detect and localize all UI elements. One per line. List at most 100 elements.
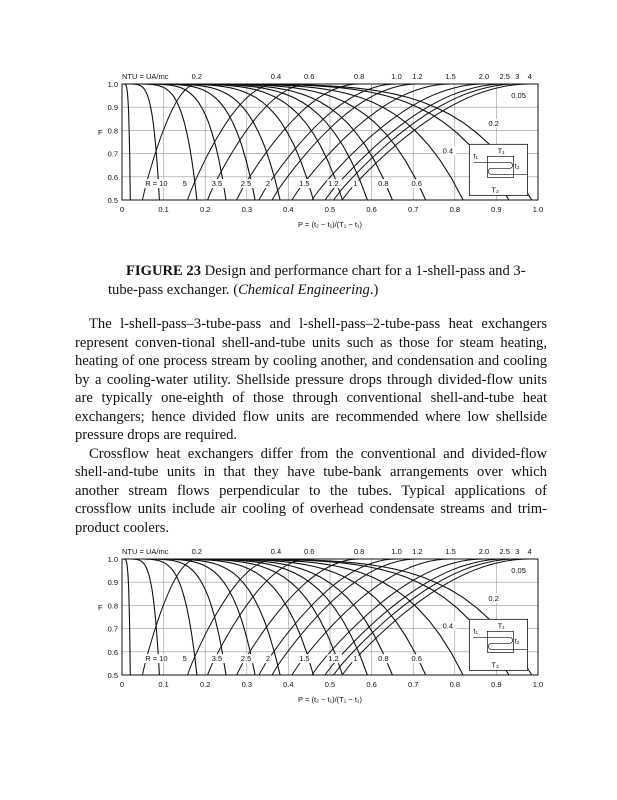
r-label: 2.5 xyxy=(241,179,251,188)
ntu-title: NTU = UA/mc xyxy=(122,547,169,556)
r-label-bg xyxy=(298,654,314,664)
y-tick-label: 0.5 xyxy=(108,671,118,680)
x-tick-label: 0.3 xyxy=(242,205,252,214)
r-label-bg xyxy=(352,654,359,664)
figure-chart-top: 0 0.1 0.2 0.3 0.4 0.5 0.6 0.7 0.8 0.9 1.0 1.0 0.9 0.8… xyxy=(98,72,543,229)
ntu-curve xyxy=(271,83,418,201)
r-label: 0.6 xyxy=(411,179,421,188)
figure-chart-bottom: 0 0.1 0.2 0.3 0.4 0.5 0.6 0.7 0.8 0.9 1.0 1.0 0.9 0.8… xyxy=(98,547,543,704)
r-label: 2 xyxy=(266,179,270,188)
y-tick-label: 0.8 xyxy=(108,126,118,135)
r-label-bg xyxy=(239,654,255,664)
r-curve xyxy=(122,83,131,201)
tube-pass-icon xyxy=(473,636,528,650)
figure-label: FIGURE 23 xyxy=(126,263,201,279)
r-label-bg xyxy=(327,654,343,664)
x-tick-label: 0.6 xyxy=(366,680,376,689)
r-label-bg xyxy=(510,565,530,575)
r-label-bg xyxy=(487,118,503,128)
tube-pass-icon xyxy=(473,161,528,175)
x-tick-label: 0.6 xyxy=(366,205,376,214)
r-label: 5 xyxy=(183,654,187,663)
r-label: 3.5 xyxy=(212,654,222,663)
y-tick-label: 0.6 xyxy=(108,173,118,182)
ntu-label: 1.0 xyxy=(391,547,401,556)
ntu-label: 4 xyxy=(528,547,532,556)
r-curve xyxy=(122,83,510,201)
x-tick-label: 0.1 xyxy=(158,680,168,689)
ntu-label: 1.0 xyxy=(391,72,401,81)
r-label-bg xyxy=(298,179,314,189)
r-label-bg xyxy=(441,621,457,631)
r-label-bg xyxy=(144,654,172,664)
x-tick-label: 0.4 xyxy=(283,205,293,214)
x-tick-label: 1.0 xyxy=(533,680,543,689)
r-label-bg xyxy=(144,179,172,189)
ntu-curve xyxy=(258,558,397,676)
r-label: 2.5 xyxy=(241,654,251,663)
ntu-curve xyxy=(311,558,484,676)
r-label: 2 xyxy=(266,654,270,663)
x-tick-label: 0 xyxy=(120,680,124,689)
caption-source: Chemical Engineering xyxy=(238,282,370,298)
ntu-label: 1.2 xyxy=(412,72,422,81)
y-tick-label: 0.7 xyxy=(108,150,118,159)
ntu-label: 1.5 xyxy=(445,72,455,81)
r-label-bg xyxy=(264,179,272,189)
r-label-bg xyxy=(377,654,393,664)
ntu-curve xyxy=(291,558,451,676)
ntu-label: 0.2 xyxy=(192,72,202,81)
exchanger-inset xyxy=(468,143,528,196)
shell-icon xyxy=(487,155,514,178)
ntu-label: 1.5 xyxy=(445,547,455,556)
y-axis-label: F xyxy=(98,128,103,137)
ntu-curve xyxy=(333,83,518,201)
r-label-bg xyxy=(181,179,188,189)
ntu-curve xyxy=(258,83,397,201)
ntu-curve xyxy=(333,558,518,676)
r-label-bg xyxy=(327,179,343,189)
x-axis-label: P = (t₂ − t₁)/(T₁ − t₁) xyxy=(298,220,362,229)
r-label-bg xyxy=(264,654,272,664)
x-tick-label: 0.2 xyxy=(200,680,210,689)
ntu-label: 0.8 xyxy=(354,547,364,556)
r-label: R = 10 xyxy=(145,654,167,663)
ntu-label: 2.5 xyxy=(500,72,510,81)
ntu-curve xyxy=(341,558,530,676)
r-label-bg xyxy=(377,179,393,189)
x-tick-label: 0.2 xyxy=(200,205,210,214)
x-tick-label: 0.9 xyxy=(491,680,501,689)
x-tick-label: 0.1 xyxy=(158,205,168,214)
y-tick-label: 0.5 xyxy=(108,196,118,205)
x-tick-label: 0.7 xyxy=(408,205,418,214)
x-axis-label: P = (t₂ − t₁)/(T₁ − t₁) xyxy=(298,695,362,704)
r-label: 0.6 xyxy=(411,654,421,663)
y-tick-label: 0.9 xyxy=(108,578,118,587)
inset-T2: T₂ xyxy=(491,185,499,194)
x-tick-label: 0.8 xyxy=(450,680,460,689)
x-tick-label: 0.4 xyxy=(283,680,293,689)
y-tick-label: 0.8 xyxy=(108,601,118,610)
ntu-label: 0.4 xyxy=(271,72,281,81)
ntu-curve xyxy=(291,83,451,201)
r-label-bg xyxy=(210,179,226,189)
r-label: 1 xyxy=(353,179,357,188)
r-label-bg xyxy=(181,654,188,664)
r-label-bg xyxy=(487,593,503,603)
r-label-bg xyxy=(352,179,359,189)
ntu-label: 2.0 xyxy=(479,547,489,556)
inset-t1: t₁ xyxy=(473,151,478,160)
y-axis-label: F xyxy=(98,603,103,612)
r-label: 0.2 xyxy=(488,119,498,128)
plot-frame xyxy=(121,83,539,201)
ntu-label: 0.2 xyxy=(192,547,202,556)
x-tick-label: 1.0 xyxy=(533,205,543,214)
ntu-curve xyxy=(271,558,418,676)
ntu-label: 2.0 xyxy=(479,72,489,81)
ntu-label: 2.5 xyxy=(500,547,510,556)
r-label-bg xyxy=(410,654,426,664)
r-label-bg xyxy=(410,179,426,189)
ntu-label: 0.6 xyxy=(304,72,314,81)
inset-t1: t₁ xyxy=(473,626,478,635)
exchanger-inset xyxy=(468,618,528,671)
